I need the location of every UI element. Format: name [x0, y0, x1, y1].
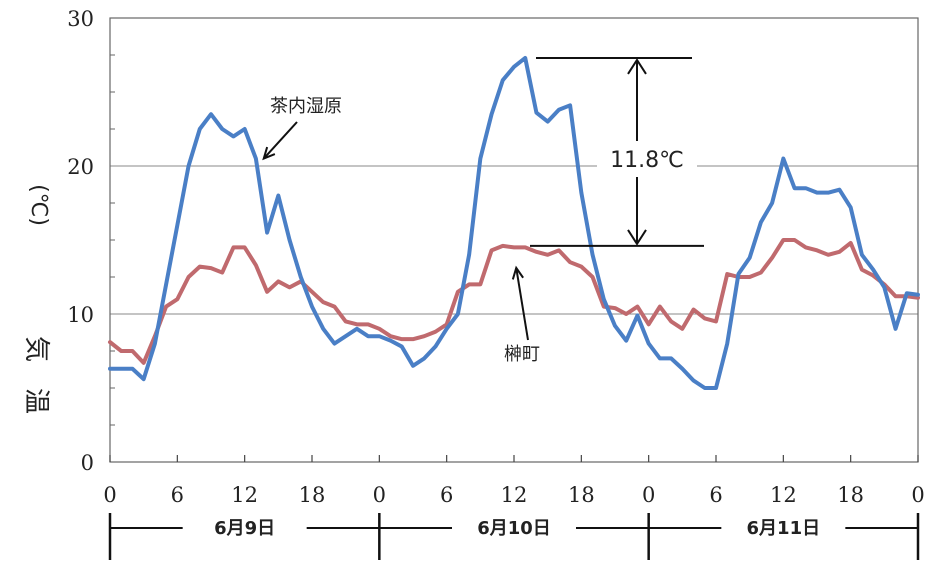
series-a-label: 茶内湿原	[270, 96, 342, 117]
x-tick-label: 18	[568, 483, 595, 507]
y-tick-label: 30	[67, 7, 94, 31]
y-axis-unit: (℃)	[26, 184, 51, 226]
x-axis-ticks: 0 6 12 18 0 6 12 18 0 6 12 18 0	[103, 455, 925, 507]
series-line-sakaki-town	[108, 238, 920, 365]
y-axis-ticks: 0 10 20 30	[67, 7, 115, 475]
x-tick-label: 12	[501, 483, 528, 507]
difference-arrow-down	[627, 229, 647, 246]
series-a-arrow	[263, 121, 298, 160]
x-tick-label: 12	[770, 483, 797, 507]
y-tick-label: 10	[67, 303, 94, 327]
x-tick-label: 12	[231, 483, 258, 507]
x-tick-label: 18	[299, 483, 326, 507]
x-tick-label: 18	[837, 483, 864, 507]
x-tick-label: 0	[642, 483, 655, 507]
x-tick-label: 0	[373, 483, 386, 507]
series-lines	[108, 55, 920, 390]
y-tick-label: 20	[67, 155, 94, 179]
difference-label: 11.8℃	[610, 148, 684, 173]
series-b-label: 榊町	[504, 344, 540, 365]
series-b-arrow-head	[511, 265, 524, 280]
day-axis: 6月9日 6月10日 6月11日	[108, 513, 920, 560]
x-tick-label: 6	[440, 483, 453, 507]
y-axis-label: 気 温	[21, 336, 51, 414]
x-tick-label: 6	[171, 483, 184, 507]
x-tick-label: 0	[103, 483, 116, 507]
x-tick-label: 6	[709, 483, 722, 507]
y-tick-label: 0	[81, 451, 94, 475]
day-label: 6月10日	[477, 518, 551, 539]
difference-label-bg	[597, 141, 697, 177]
series-b-arrow	[515, 267, 529, 341]
difference-arrow-up	[627, 58, 647, 75]
day-label: 6月9日	[214, 518, 275, 539]
series-a-arrow-head	[262, 146, 276, 161]
day-label: 6月11日	[747, 518, 821, 539]
x-tick-label: 0	[911, 483, 924, 507]
series-line-chanai-wetland	[108, 55, 920, 390]
